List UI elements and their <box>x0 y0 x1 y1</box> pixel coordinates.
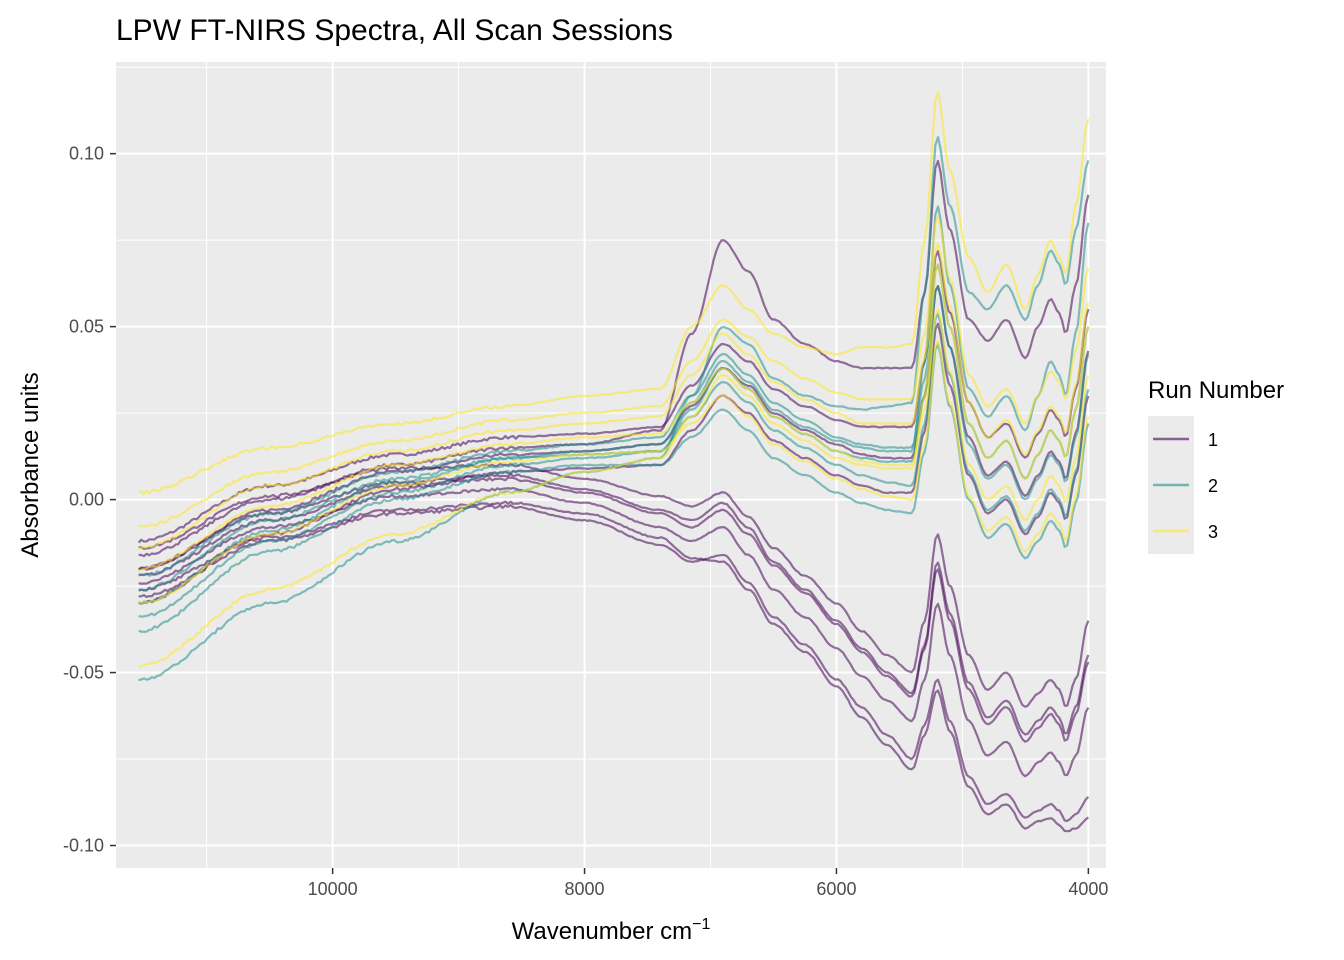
legend-label-run-3: 3 <box>1208 522 1218 542</box>
y-tick-label: 0.05 <box>69 317 104 337</box>
y-axis-title: Absorbance units <box>17 372 44 557</box>
legend: Run Number 1 2 3 <box>1148 377 1284 554</box>
spectrum-line-run-3 <box>138 264 1090 668</box>
spectrum-line-run-1 <box>138 486 1090 778</box>
x-axis-title-superscript: −1 <box>692 916 710 933</box>
x-axis-title: Wavenumber cm−1 <box>512 916 711 945</box>
spectra-lines <box>137 91 1090 833</box>
spectrum-line-run-3 <box>138 340 1090 605</box>
x-tick-label: 6000 <box>816 879 856 899</box>
y-tick-label: 0.10 <box>69 144 104 164</box>
spectrum-line-run-1 <box>138 462 1090 708</box>
y-tick-label: -0.05 <box>63 663 104 683</box>
legend-title: Run Number <box>1148 377 1284 404</box>
spectrum-line-run-1 <box>138 504 1090 822</box>
spectrum-line-run-3 <box>138 308 1090 572</box>
chart-title: LPW FT-NIRS Spectra, All Scan Sessions <box>116 14 673 47</box>
x-axis-title-text: Wavenumber cm <box>512 918 693 945</box>
y-tick-label: -0.10 <box>63 836 104 856</box>
legend-label-run-2: 2 <box>1208 476 1218 496</box>
spectrum-line-run-3 <box>138 242 1090 550</box>
x-axis: 10000 8000 6000 4000 <box>308 868 1108 899</box>
x-tick-label: 4000 <box>1068 879 1108 899</box>
x-tick-label: 8000 <box>565 879 605 899</box>
spectrum-line-run-3 <box>138 216 1090 528</box>
legend-label-run-1: 1 <box>1208 430 1218 450</box>
y-axis: -0.10 -0.05 0.00 0.05 0.10 <box>63 144 116 856</box>
y-tick-label: 0.00 <box>69 490 104 510</box>
x-tick-label: 10000 <box>308 879 358 899</box>
spectrum-line-run-3 <box>138 91 1090 496</box>
